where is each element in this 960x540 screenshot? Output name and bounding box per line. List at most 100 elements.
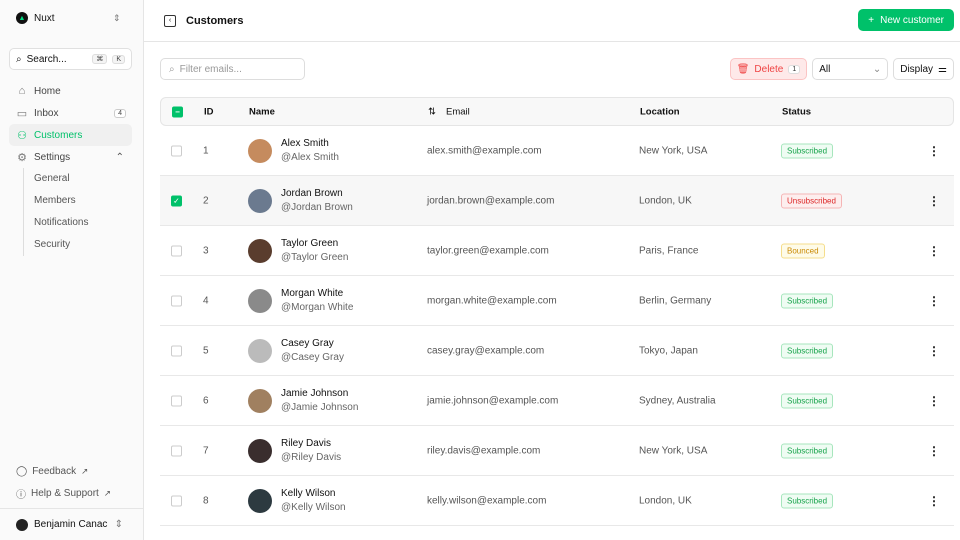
sidebar-item-inbox[interactable]: ▭ Inbox 4 (9, 102, 132, 124)
status-badge: Subscribed (781, 143, 834, 158)
filter-placeholder: Filter emails... (179, 63, 242, 75)
chevron-up-down-icon[interactable]: ⇕ (113, 13, 121, 23)
row-actions-icon[interactable]: ⋮ (928, 143, 940, 158)
table-row[interactable]: 1 Alex Smith @Alex Smith alex.smith@examp… (160, 126, 954, 176)
table-row[interactable]: 6 Jamie Johnson @Jamie Johnson jamie.john… (160, 376, 954, 426)
chevron-down-icon: ⌄ (872, 63, 882, 75)
customer-handle: @Morgan White (281, 301, 354, 313)
inbox-count-badge: 4 (114, 108, 126, 118)
select-all-checkbox[interactable]: − (172, 106, 183, 117)
row-checkbox[interactable] (171, 295, 182, 306)
row-actions-icon[interactable]: ⋮ (928, 493, 940, 508)
delete-label: Delete (754, 63, 784, 75)
customer-location: London, UK (639, 495, 692, 506)
customer-name-cell: Kelly Wilson @Kelly Wilson (281, 487, 346, 515)
table-row[interactable]: ✓ 2 Jordan Brown @Jordan Brown jordan.bro… (160, 176, 954, 226)
row-actions-icon[interactable]: ⋮ (928, 343, 940, 358)
delete-count: 1 (788, 64, 801, 74)
search-icon: ⌕ (169, 63, 175, 75)
row-actions-icon[interactable]: ⋮ (928, 443, 940, 458)
customer-email: jordan.brown@example.com (427, 195, 555, 206)
customer-handle: @Casey Gray (281, 351, 344, 363)
sidebar-item-notifications[interactable]: Notifications (34, 217, 89, 228)
sidebar-item-members[interactable]: Members (34, 195, 76, 206)
status-badge: Subscribed (781, 293, 834, 308)
customer-name: Alex Smith (281, 137, 329, 149)
user-menu[interactable]: Benjamin Canac ⇕ (0, 508, 143, 540)
customer-name: Morgan White (281, 287, 344, 299)
new-customer-label: New customer (880, 14, 944, 26)
customer-name: Riley Davis (281, 437, 332, 449)
help-label: Help & Support (31, 487, 99, 499)
avatar (248, 438, 272, 463)
sidebar-item-settings[interactable]: ⚙ Settings ⌃ (9, 146, 132, 168)
customer-handle: @Jordan Brown (281, 201, 353, 213)
row-checkbox[interactable] (171, 495, 182, 506)
customer-location: London, UK (639, 195, 692, 206)
sort-icon[interactable]: ⇅ (428, 106, 436, 117)
customer-location: Berlin, Germany (639, 295, 712, 306)
status-filter-select[interactable]: All ⌄ (812, 58, 889, 80)
row-checkbox[interactable] (171, 395, 182, 406)
avatar (248, 338, 272, 363)
feedback-link[interactable]: ◯ Feedback ↗ (16, 460, 111, 482)
header-id[interactable]: ID (204, 106, 214, 117)
brand-name: Nuxt (34, 12, 55, 24)
row-actions-icon[interactable]: ⋮ (928, 243, 940, 258)
header-location[interactable]: Location (640, 106, 680, 117)
row-checkbox[interactable] (171, 245, 182, 256)
kbd-k: K (112, 54, 125, 64)
sidebar-item-customers[interactable]: ⚇ Customers (9, 124, 132, 146)
table-row[interactable]: 4 Morgan White @Morgan White morgan.white… (160, 276, 954, 326)
row-actions-icon[interactable]: ⋮ (928, 193, 940, 208)
external-link-icon: ↗ (103, 488, 111, 498)
row-checkbox[interactable] (171, 445, 182, 456)
status-badge: Subscribed (781, 443, 834, 458)
row-actions-icon[interactable]: ⋮ (928, 393, 940, 408)
customer-handle: @Kelly Wilson (281, 501, 346, 513)
table-row[interactable]: 3 Taylor Green @Taylor Green taylor.green… (160, 226, 954, 276)
sidebar-item-home[interactable]: ⌂ Home (9, 80, 132, 102)
table-row[interactable]: 8 Kelly Wilson @Kelly Wilson kelly.wilson… (160, 476, 954, 526)
header-status[interactable]: Status (782, 106, 812, 117)
footer-links: ◯ Feedback ↗ ⓘ Help & Support ↗ (16, 460, 111, 504)
display-button[interactable]: Display ⚌ (893, 58, 954, 80)
customer-handle: @Alex Smith (281, 151, 339, 163)
customer-name: Kelly Wilson (281, 487, 336, 499)
filter-emails-input[interactable]: ⌕ Filter emails... (160, 58, 305, 80)
table-row[interactable]: 5 Casey Gray @Casey Gray casey.gray@examp… (160, 326, 954, 376)
header-name[interactable]: Name (249, 106, 275, 117)
new-customer-button[interactable]: + New customer (858, 9, 954, 31)
delete-button[interactable]: 🗑 Delete 1 (729, 58, 808, 80)
header-email[interactable]: Email (446, 106, 470, 117)
customer-name-cell: Alex Smith @Alex Smith (281, 137, 339, 165)
search-button[interactable]: ⌕ Search... ⌘ K (9, 48, 132, 70)
customer-name-cell: Morgan White @Morgan White (281, 287, 353, 315)
row-actions-icon[interactable]: ⋮ (928, 293, 940, 308)
chevron-up-icon: ⌃ (115, 151, 124, 163)
row-checkbox[interactable] (171, 145, 182, 156)
home-icon: ⌂ (18, 85, 26, 97)
customer-email: taylor.green@example.com (427, 245, 549, 256)
avatar (248, 188, 272, 213)
customer-name: Taylor Green (281, 237, 339, 249)
team-switcher[interactable]: ▲ Nuxt (16, 12, 55, 24)
user-name: Benjamin Canac (34, 519, 108, 530)
table-row[interactable]: 7 Riley Davis @Riley Davis riley.davis@ex… (160, 426, 954, 476)
status-badge: Subscribed (781, 343, 834, 358)
kbd-cmd: ⌘ (92, 54, 108, 64)
customer-id: 7 (203, 445, 209, 456)
row-checkbox[interactable]: ✓ (171, 195, 182, 206)
sidebar-collapse-icon[interactable]: ‹ (164, 14, 176, 27)
sidebar-item-general[interactable]: General (34, 173, 70, 184)
customer-id: 1 (203, 145, 209, 156)
nav-label: Settings (34, 151, 71, 163)
table-body: 1 Alex Smith @Alex Smith alex.smith@examp… (160, 126, 954, 526)
trash-icon: 🗑 (736, 63, 750, 75)
sidebar-item-security[interactable]: Security (34, 239, 71, 250)
row-checkbox[interactable] (171, 345, 182, 356)
nav-label: Customers (34, 129, 83, 141)
sidebar-nav: ⌂ Home ▭ Inbox 4 ⚇ Customers ⚙ Settings ⌃ Gene… (9, 80, 132, 256)
help-link[interactable]: ⓘ Help & Support ↗ (16, 482, 111, 504)
customer-id: 4 (203, 295, 209, 306)
